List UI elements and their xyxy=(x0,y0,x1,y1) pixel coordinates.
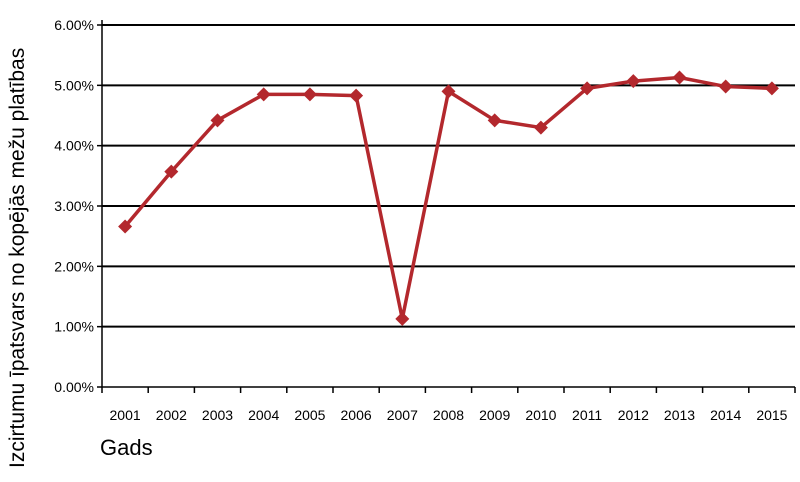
data-point xyxy=(487,113,502,128)
data-point xyxy=(164,164,179,179)
y-tick-label: 4.00% xyxy=(54,138,94,154)
axes xyxy=(97,20,796,393)
y-axis-title: Izcirtumu īpatsvars no kopējās mežu plat… xyxy=(6,48,29,468)
data-point xyxy=(349,88,364,103)
data-point xyxy=(256,87,271,102)
y-tick-label: 1.00% xyxy=(54,319,94,335)
x-tick-label: 2015 xyxy=(756,407,787,423)
y-tick-label: 5.00% xyxy=(54,77,94,93)
data-point xyxy=(580,81,595,96)
data-point xyxy=(626,74,641,89)
data-point xyxy=(302,87,317,102)
x-tick-label: 2009 xyxy=(479,407,510,423)
y-tick-label: 2.00% xyxy=(54,258,94,274)
x-tick-label: 2008 xyxy=(433,407,464,423)
gridlines xyxy=(102,24,795,328)
x-tick-label: 2005 xyxy=(294,407,325,423)
x-tick-label: 2004 xyxy=(248,407,279,423)
data-point xyxy=(672,70,687,85)
y-tick-label: 3.00% xyxy=(54,198,94,214)
data-point xyxy=(118,219,133,234)
x-tick-label: 2007 xyxy=(387,407,418,423)
data-point xyxy=(210,113,225,128)
data-point xyxy=(395,311,410,326)
series-layer xyxy=(118,70,779,326)
x-tick-label: 2014 xyxy=(710,407,741,423)
x-tick-label: 2013 xyxy=(664,407,695,423)
x-tick-label: 2006 xyxy=(341,407,372,423)
x-tick-label: 2002 xyxy=(156,407,187,423)
x-axis-title: Gads xyxy=(100,435,153,460)
x-tick-label: 2010 xyxy=(525,407,556,423)
y-tick-label: 0.00% xyxy=(54,379,94,395)
x-tick-labels: 2001 2002 2003 2004 2005 2006 2007 2008 2009 2010… xyxy=(110,407,788,423)
data-point xyxy=(533,120,548,135)
y-tick-label: 6.00% xyxy=(54,17,94,33)
x-tick-label: 2011 xyxy=(572,407,602,423)
data-point xyxy=(764,81,779,96)
y-tick-labels: 0.00% 1.00% 2.00% 3.00% 4.00% 5.00% 6.00% xyxy=(54,17,94,395)
data-point xyxy=(718,79,733,94)
data-point xyxy=(441,84,456,99)
x-tick-label: 2001 xyxy=(110,407,141,423)
x-tick-label: 2003 xyxy=(202,407,233,423)
series-line xyxy=(123,75,772,321)
x-tick-label: 2012 xyxy=(618,407,649,423)
